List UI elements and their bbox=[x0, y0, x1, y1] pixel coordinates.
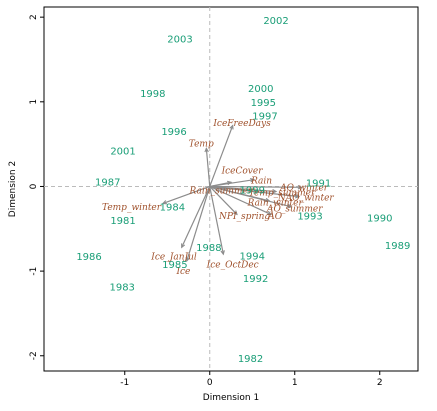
site-label: 1996 bbox=[161, 127, 186, 138]
variable-arrowhead bbox=[266, 210, 273, 216]
variable-arrowhead bbox=[272, 189, 278, 194]
site-label: 1992 bbox=[243, 274, 268, 285]
variable-arrowhead bbox=[181, 243, 186, 249]
y-tick-label: 1 bbox=[29, 99, 39, 105]
variable-arrow bbox=[205, 148, 211, 187]
site-label: 1986 bbox=[76, 252, 101, 263]
site-label: 1989 bbox=[385, 241, 410, 252]
variable-arrowhead bbox=[204, 147, 209, 153]
variable-label: Ice_OctDec bbox=[206, 260, 259, 270]
site-label: 2000 bbox=[248, 84, 273, 95]
variable-label: Ice_JanJul bbox=[150, 253, 197, 263]
variable-arrowhead bbox=[220, 250, 225, 256]
site-label: 1999 bbox=[240, 185, 265, 196]
variable-arrow bbox=[209, 185, 292, 208]
variable-arrow bbox=[209, 185, 272, 215]
site-label: 1997 bbox=[252, 112, 277, 123]
variable-label: Temp bbox=[189, 139, 214, 149]
variable-arrow bbox=[209, 179, 255, 188]
site-label: 1993 bbox=[297, 212, 322, 223]
y-axis-title: Dimension 2 bbox=[8, 161, 18, 217]
variable-label: Temp_summer bbox=[249, 188, 316, 198]
variable-arrowhead bbox=[249, 177, 256, 183]
variable-arrowhead bbox=[161, 200, 168, 205]
variable-arrows bbox=[161, 124, 303, 263]
variable-label: AO_summer bbox=[266, 204, 323, 214]
variable-label: Rain_winter bbox=[247, 199, 304, 209]
variable-arrowhead bbox=[297, 185, 303, 190]
site-label: 1981 bbox=[110, 216, 135, 227]
y-tick-label: 2 bbox=[29, 14, 39, 20]
variable-arrowhead bbox=[185, 256, 190, 263]
x-tick-label: 1 bbox=[292, 378, 298, 388]
variable-arrow bbox=[209, 125, 234, 187]
site-label: 1988 bbox=[196, 243, 221, 254]
x-tick-label: -1 bbox=[120, 378, 129, 388]
variable-arrowhead bbox=[229, 124, 234, 130]
variable-arrowhead bbox=[287, 203, 293, 209]
variable-arrow bbox=[186, 186, 211, 262]
variable-arrow bbox=[209, 186, 224, 255]
variable-label: AO bbox=[267, 212, 282, 222]
site-labels: 2002 2003 1998 2000 1995 1997 1996 2001 1987 1999… bbox=[76, 16, 410, 365]
site-label: 2001 bbox=[110, 146, 135, 157]
variable-label: IceFreeDays bbox=[212, 119, 271, 129]
variable-label: Ice bbox=[175, 267, 190, 277]
x-axis-ticks: -1 0 1 2 bbox=[120, 371, 383, 388]
y-axis-ticks: -2 -1 0 1 2 bbox=[29, 14, 44, 360]
variable-label: Rain bbox=[250, 177, 272, 187]
site-label: 1987 bbox=[95, 178, 120, 189]
site-label: 1985 bbox=[162, 260, 187, 271]
variable-arrow bbox=[209, 185, 300, 198]
variable-label: AO_winter bbox=[279, 183, 329, 193]
site-label: 1994 bbox=[240, 251, 265, 262]
variable-label: NPI_spring bbox=[218, 212, 270, 222]
variable-arrowhead bbox=[233, 210, 238, 216]
variable-arrow bbox=[162, 185, 210, 204]
plot-frame bbox=[43, 6, 419, 372]
y-tick-label: -1 bbox=[29, 267, 39, 276]
variable-label: Rain_summer bbox=[188, 187, 252, 197]
variable-arrow bbox=[209, 185, 302, 188]
variable-label: IceCover bbox=[221, 166, 264, 176]
y-tick-label: -2 bbox=[29, 351, 39, 360]
site-label: 1984 bbox=[160, 202, 185, 213]
site-label: 1983 bbox=[109, 283, 134, 294]
x-tick-label: 0 bbox=[207, 378, 213, 388]
x-axis-title: Dimension 1 bbox=[203, 393, 259, 403]
variable-label: Temp_winter bbox=[102, 203, 162, 213]
site-label: 1991 bbox=[306, 179, 331, 190]
variable-arrow bbox=[209, 186, 238, 215]
site-label: 2002 bbox=[263, 16, 288, 27]
site-label: 1995 bbox=[251, 98, 276, 109]
site-label: 2003 bbox=[167, 35, 192, 46]
y-tick-label: 0 bbox=[29, 183, 39, 189]
variable-arrow bbox=[181, 186, 211, 248]
site-label: 1998 bbox=[140, 89, 165, 100]
variable-arrowhead bbox=[295, 194, 301, 199]
variable-label: NAO_winter bbox=[277, 193, 335, 203]
x-tick-label: 2 bbox=[377, 378, 383, 388]
site-label: 1990 bbox=[367, 213, 392, 224]
site-label: 1982 bbox=[238, 354, 263, 365]
